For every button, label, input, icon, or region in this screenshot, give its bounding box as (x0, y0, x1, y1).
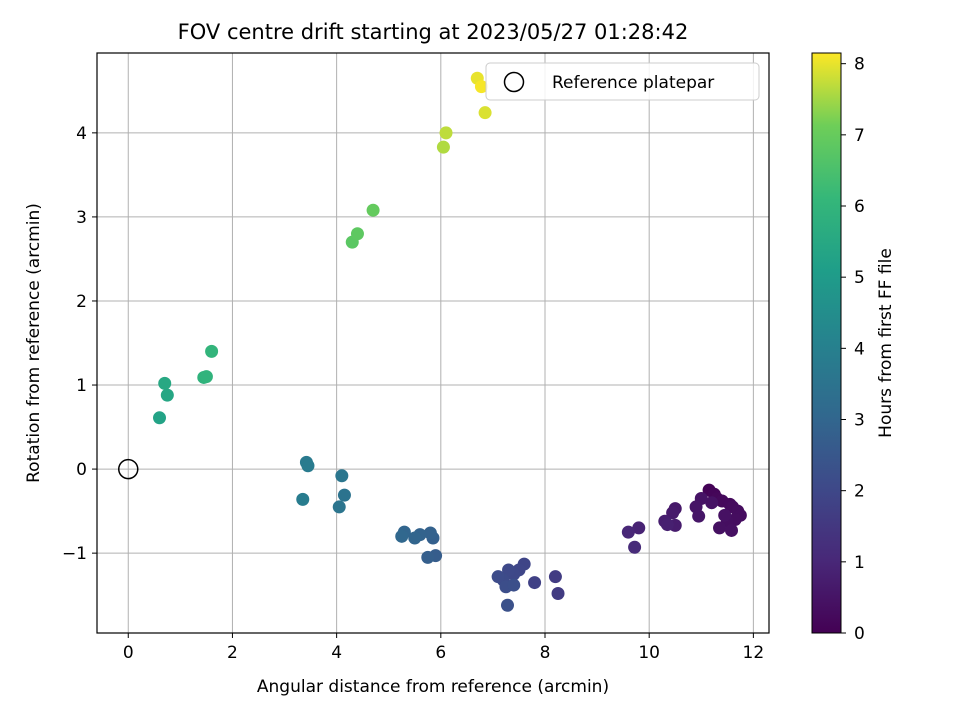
data-point (474, 80, 488, 94)
data-point (296, 492, 310, 506)
colorbar-tick-label: 3 (854, 411, 865, 431)
colorbar-tick-label: 6 (854, 197, 865, 217)
colorbar-tick-label: 7 (854, 126, 865, 146)
plot-frame (96, 52, 770, 634)
data-point (528, 576, 542, 590)
data-point (160, 388, 174, 402)
legend-marker (503, 71, 525, 93)
data-point (199, 370, 213, 384)
data-point (666, 506, 680, 520)
grid-lines (97, 53, 769, 633)
colorbar-label: Hours from first FF file (876, 248, 896, 438)
colorbar-tick-label: 4 (854, 339, 865, 359)
data-point (153, 411, 167, 425)
colorbar-tick-label: 1 (854, 553, 865, 573)
x-tick-label: 8 (540, 643, 551, 663)
data-point (408, 531, 422, 545)
reference-marker (118, 458, 139, 480)
y-axis-ticks: −1 0 1 2 3 4 (62, 124, 97, 564)
data-point (332, 500, 346, 514)
legend-box (485, 62, 760, 101)
x-tick-label: 10 (638, 643, 660, 663)
data-point (660, 518, 674, 532)
x-axis-label: Angular distance from reference (arcmin) (257, 677, 609, 697)
data-point (335, 469, 349, 483)
colorbar-ticks: 0 1 2 3 4 5 6 7 8 (841, 55, 865, 644)
data-point (713, 521, 727, 535)
data-point (724, 523, 738, 537)
data-point (500, 598, 514, 612)
y-tick-label: 1 (76, 376, 87, 396)
data-point (421, 550, 435, 564)
data-point (478, 106, 492, 120)
x-axis-ticks: 0 2 4 6 8 10 12 (123, 633, 764, 663)
data-point (705, 496, 719, 510)
data-points (153, 71, 747, 612)
data-point (301, 459, 315, 473)
data-point (337, 488, 351, 502)
y-tick-label: 0 (76, 460, 87, 480)
y-tick-label: 3 (76, 208, 87, 228)
data-point (628, 540, 642, 554)
data-point (205, 344, 219, 358)
x-tick-label: 6 (435, 643, 446, 663)
data-point (621, 525, 635, 539)
legend-label: Reference platepar (552, 73, 714, 93)
data-point (491, 570, 505, 584)
data-point (395, 529, 409, 543)
data-point (548, 570, 562, 584)
data-point (718, 508, 732, 522)
data-point (436, 140, 450, 154)
chart-title: FOV centre drift starting at 2023/05/27 … (178, 20, 689, 44)
colorbar-tick-label: 0 (854, 624, 865, 644)
data-point (350, 227, 364, 241)
data-point (551, 586, 565, 600)
colorbar-gradient (811, 52, 842, 634)
data-point (366, 203, 380, 217)
colorbar: 0 1 2 3 4 5 6 7 8 Hours from first FF file (811, 52, 896, 644)
legend: Reference platepar (485, 62, 760, 101)
data-point (439, 126, 453, 140)
data-point (507, 578, 521, 592)
data-point (692, 509, 706, 523)
colorbar-tick-label: 8 (854, 55, 865, 75)
data-point (502, 563, 516, 577)
x-tick-label: 12 (743, 643, 765, 663)
x-tick-label: 4 (331, 643, 342, 663)
colorbar-tick-label: 5 (854, 268, 865, 288)
x-tick-label: 0 (123, 643, 134, 663)
y-tick-label: 2 (76, 292, 87, 312)
x-tick-label: 2 (227, 643, 238, 663)
data-point (423, 526, 437, 540)
y-tick-label: 4 (76, 124, 87, 144)
colorbar-tick-label: 2 (854, 482, 865, 502)
data-point (158, 376, 172, 390)
y-axis-label: Rotation from reference (arcmin) (24, 203, 44, 483)
y-tick-label: −1 (62, 544, 87, 564)
data-point (632, 521, 646, 535)
